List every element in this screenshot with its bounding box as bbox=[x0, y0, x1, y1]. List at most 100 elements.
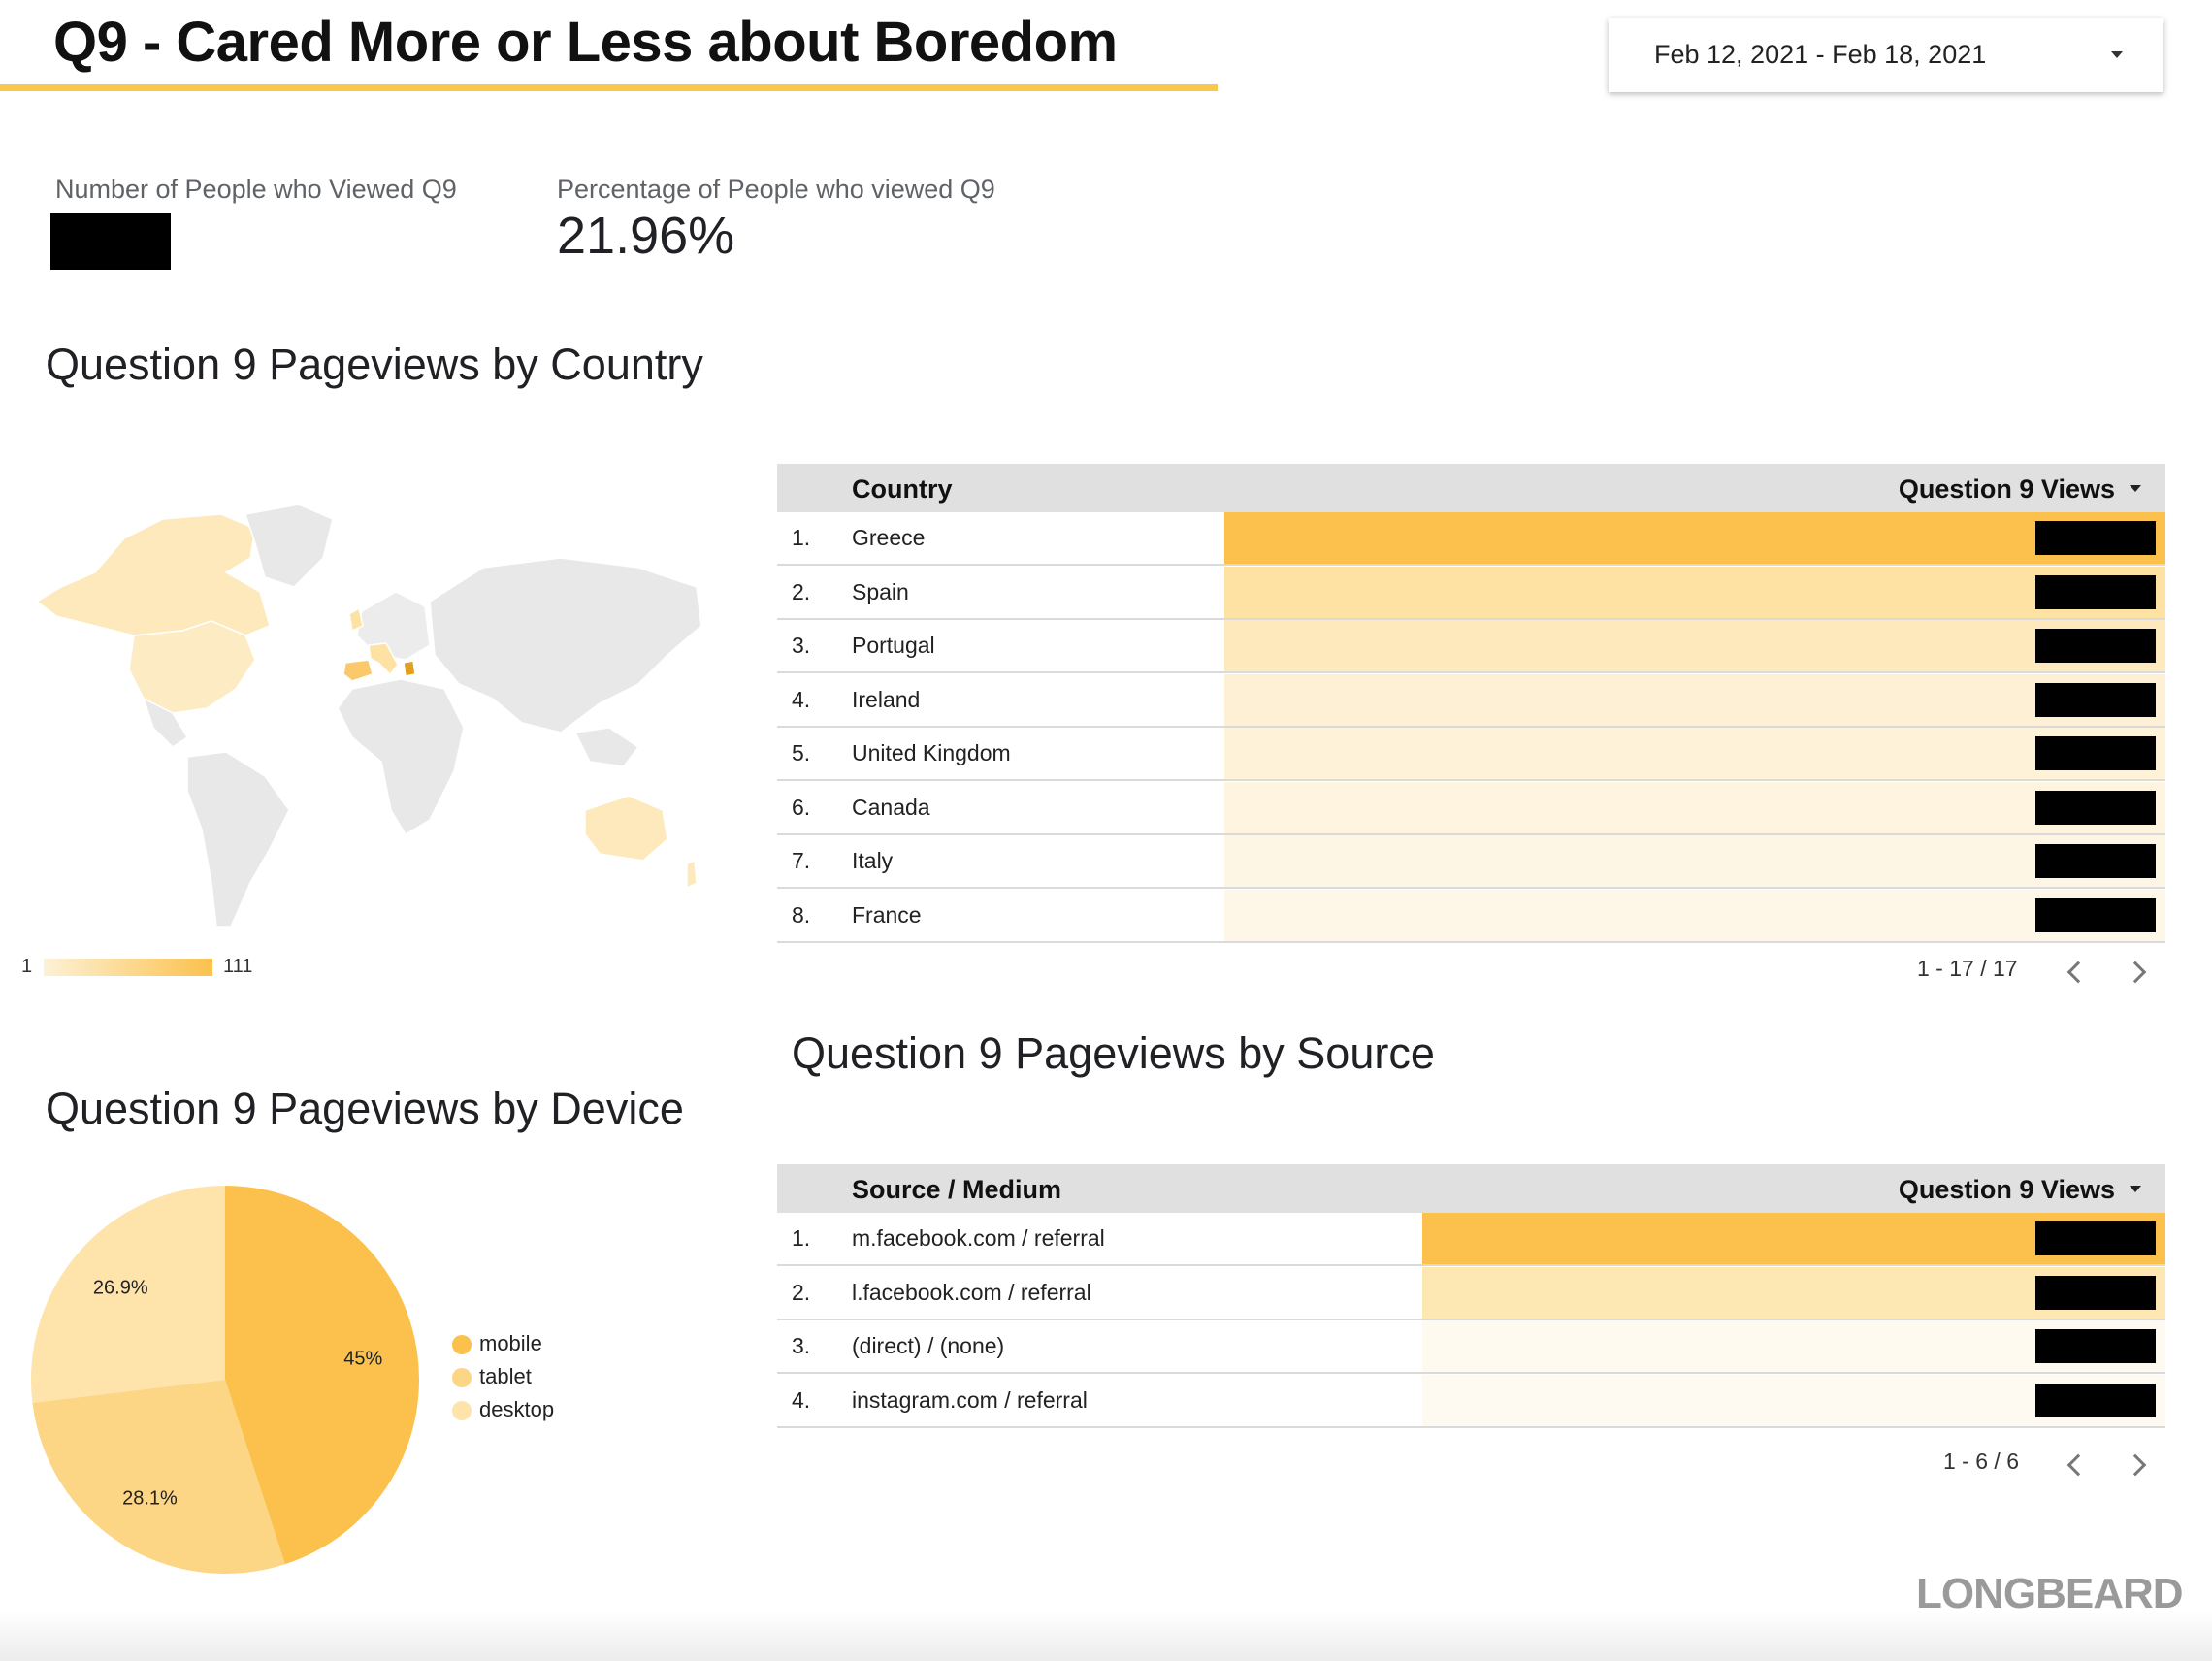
source-table: Source / Medium Question 9 Views 1. m.fac… bbox=[777, 1164, 2165, 1484]
column-header-source-medium[interactable]: Source / Medium bbox=[852, 1175, 1062, 1204]
map-legend-gradient bbox=[44, 959, 212, 976]
views-value-redacted bbox=[2035, 844, 2156, 878]
table-row[interactable]: 4. instagram.com / referral bbox=[777, 1374, 2165, 1428]
map-region-mexico bbox=[142, 697, 189, 748]
map-region-france-italy bbox=[368, 642, 399, 676]
country-table-pagination: 1 - 17 / 17 bbox=[1917, 956, 2018, 981]
views-value-redacted bbox=[2035, 1383, 2156, 1417]
views-bar bbox=[1224, 781, 2165, 833]
legend-swatch bbox=[452, 1335, 472, 1354]
views-value-redacted bbox=[2035, 1221, 2156, 1255]
row-dimension: Italy bbox=[852, 848, 894, 873]
row-dimension: France bbox=[852, 901, 922, 928]
views-value-redacted bbox=[2035, 629, 2156, 663]
row-dimension: Greece bbox=[852, 525, 926, 550]
pie-slice-desktop[interactable] bbox=[30, 1186, 225, 1403]
legend-swatch bbox=[452, 1401, 472, 1420]
map-region-greenland bbox=[244, 504, 334, 588]
chevron-left-icon[interactable] bbox=[2066, 1453, 2090, 1477]
row-index: 4. bbox=[792, 686, 811, 712]
table-row[interactable]: 3. Portugal bbox=[777, 620, 2165, 673]
legend-label: desktop bbox=[479, 1397, 555, 1421]
views-value-redacted bbox=[2035, 1275, 2156, 1310]
sort-desc-icon[interactable] bbox=[2130, 485, 2141, 492]
row-dimension: United Kingdom bbox=[852, 740, 1011, 765]
country-table: Country Question 9 Views 1. Greece 2. Spain… bbox=[777, 464, 2165, 984]
column-header-views[interactable]: Question 9 Views bbox=[1898, 1175, 2115, 1204]
table-row[interactable]: 8. France bbox=[777, 889, 2165, 943]
row-index: 5. bbox=[792, 740, 811, 765]
views-value-redacted bbox=[2035, 790, 2156, 825]
table-row[interactable]: 4. Ireland bbox=[777, 673, 2165, 728]
row-index: 7. bbox=[792, 848, 811, 873]
column-header-country[interactable]: Country bbox=[852, 474, 953, 504]
table-row[interactable]: 5. United Kingdom bbox=[777, 728, 2165, 781]
views-bar bbox=[1224, 835, 2165, 887]
views-value-redacted bbox=[2035, 574, 2156, 609]
map-region-uk-ireland bbox=[348, 606, 364, 633]
views-value-redacted bbox=[2035, 736, 2156, 770]
row-dimension: m.facebook.com / referral bbox=[852, 1225, 1105, 1251]
views-value-redacted bbox=[2035, 897, 2156, 932]
row-dimension: Spain bbox=[852, 578, 909, 604]
row-index: 6. bbox=[792, 794, 811, 820]
table-row[interactable]: 6. Canada bbox=[777, 781, 2165, 835]
views-value-redacted bbox=[2035, 521, 2156, 555]
table-row[interactable]: 2. l.facebook.com / referral bbox=[777, 1266, 2165, 1320]
viewers-scorecard-label: Number of People who Viewed Q9 bbox=[55, 175, 457, 204]
map-region-south-america bbox=[186, 751, 290, 928]
row-index: 4. bbox=[792, 1386, 811, 1413]
country-table-header: Country Question 9 Views bbox=[777, 464, 2165, 512]
pie-slice-label: 26.9% bbox=[93, 1277, 148, 1298]
map-region-usa bbox=[128, 620, 256, 714]
page-footer-fade bbox=[0, 1611, 2212, 1661]
views-bar bbox=[1224, 673, 2165, 726]
row-index: 1. bbox=[792, 525, 811, 550]
device-section-title: Question 9 Pageviews by Device bbox=[46, 1084, 684, 1133]
row-dimension: Portugal bbox=[852, 633, 935, 658]
map-legend-min: 1 bbox=[21, 956, 33, 977]
table-row[interactable]: 1. Greece bbox=[777, 512, 2165, 566]
views-bar bbox=[1224, 620, 2165, 671]
map-region-asia bbox=[429, 557, 702, 733]
views-bar bbox=[1224, 728, 2165, 779]
legend-label: mobile bbox=[479, 1331, 542, 1355]
source-table-pagination: 1 - 6 / 6 bbox=[1943, 1449, 2019, 1474]
row-index: 3. bbox=[792, 633, 811, 658]
table-row[interactable]: 3. (direct) / (none) bbox=[777, 1320, 2165, 1374]
pie-slice-label: 28.1% bbox=[122, 1487, 178, 1509]
map-region-europe bbox=[356, 591, 431, 661]
row-index: 8. bbox=[792, 901, 811, 928]
world-map[interactable] bbox=[17, 500, 721, 946]
source-table-header: Source / Medium Question 9 Views bbox=[777, 1164, 2165, 1213]
map-region-greece bbox=[403, 660, 416, 677]
pie-slice-mobile[interactable] bbox=[225, 1186, 419, 1565]
table-row[interactable]: 1. m.facebook.com / referral bbox=[777, 1213, 2165, 1266]
map-region-southeast-asia bbox=[573, 727, 640, 767]
table-row[interactable]: 7. Italy bbox=[777, 835, 2165, 889]
row-dimension: Ireland bbox=[852, 686, 921, 712]
caret-down-icon bbox=[2111, 51, 2123, 58]
row-dimension: l.facebook.com / referral bbox=[852, 1279, 1091, 1305]
legend-swatch bbox=[452, 1368, 472, 1387]
viewers-scorecard-value-redacted bbox=[50, 213, 171, 270]
chevron-right-icon[interactable] bbox=[2124, 961, 2147, 984]
page-title: Q9 - Cared More or Less about Boredom bbox=[53, 11, 1118, 74]
pie-slice-tablet[interactable] bbox=[32, 1380, 285, 1574]
row-index: 2. bbox=[792, 578, 811, 604]
row-index: 1. bbox=[792, 1225, 811, 1251]
sort-desc-icon[interactable] bbox=[2130, 1186, 2141, 1192]
table-row[interactable]: 2. Spain bbox=[777, 566, 2165, 620]
chevron-left-icon[interactable] bbox=[2066, 961, 2090, 984]
map-region-spain-portugal bbox=[342, 659, 374, 682]
date-range-picker[interactable]: Feb 12, 2021 - Feb 18, 2021 bbox=[1609, 18, 2163, 92]
column-header-views[interactable]: Question 9 Views bbox=[1898, 474, 2115, 504]
map-region-new-zealand bbox=[686, 859, 698, 890]
device-pie-chart[interactable]: 45% 28.1% 26.9% bbox=[29, 1184, 422, 1577]
views-value-redacted bbox=[2035, 1329, 2156, 1363]
row-index: 3. bbox=[792, 1333, 811, 1358]
row-index: 2. bbox=[792, 1279, 811, 1305]
map-region-africa bbox=[337, 678, 465, 836]
map-region-australia bbox=[584, 795, 668, 862]
chevron-right-icon[interactable] bbox=[2124, 1453, 2147, 1477]
